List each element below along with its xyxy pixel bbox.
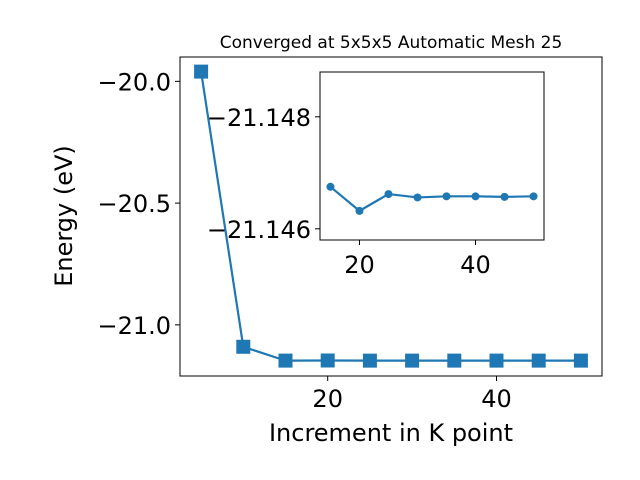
- inset-y-tick-label: −21.148: [207, 104, 311, 132]
- inset-data-point: [355, 206, 364, 215]
- inset-data-point: [529, 192, 538, 201]
- main-y-tick-label: −20.0: [97, 68, 171, 96]
- main-data-point: [573, 353, 588, 368]
- main-data-point: [236, 339, 251, 354]
- main-data-point: [194, 64, 209, 79]
- inset-x-tick-label: 40: [460, 251, 491, 279]
- main-x-tick-label: 20: [312, 385, 343, 413]
- x-axis-label: Increment in K point: [269, 419, 513, 447]
- main-y-tick-label: −20.5: [97, 190, 171, 218]
- main-data-point: [362, 353, 377, 368]
- inset-x-tick-label: 20: [344, 251, 375, 279]
- inset-data-point: [384, 190, 393, 199]
- inset-data-point: [471, 192, 480, 201]
- main-plot: 20 40 −20.0 −20.5 −21.0: [97, 56, 603, 413]
- main-series-line: [200, 71, 581, 362]
- inset-data-point: [413, 193, 422, 202]
- inset-y-tick-label: −21.146: [207, 216, 311, 244]
- main-data-point: [405, 353, 420, 368]
- main-y-tick-label: −21.0: [97, 312, 171, 340]
- main-data-point: [278, 353, 293, 368]
- inset-axes-frame: [319, 71, 545, 241]
- inset-data-point: [500, 192, 509, 201]
- main-data-point: [489, 353, 504, 368]
- inset-plot: 20 40 −21.148 −21.146: [207, 71, 545, 279]
- main-x-tick-label: 40: [481, 385, 512, 413]
- y-axis-label: Energy (eV): [50, 145, 78, 287]
- inset-data-point: [442, 192, 451, 201]
- inset-series-line: [329, 185, 534, 212]
- inset-background: [320, 72, 544, 240]
- inset-data-point: [326, 182, 335, 191]
- main-data-point: [447, 353, 462, 368]
- main-data-point: [531, 353, 546, 368]
- chart-title: Converged at 5x5x5 Automatic Mesh 25: [220, 33, 563, 53]
- main-data-point: [320, 353, 335, 368]
- main-axes-frame: [179, 56, 603, 377]
